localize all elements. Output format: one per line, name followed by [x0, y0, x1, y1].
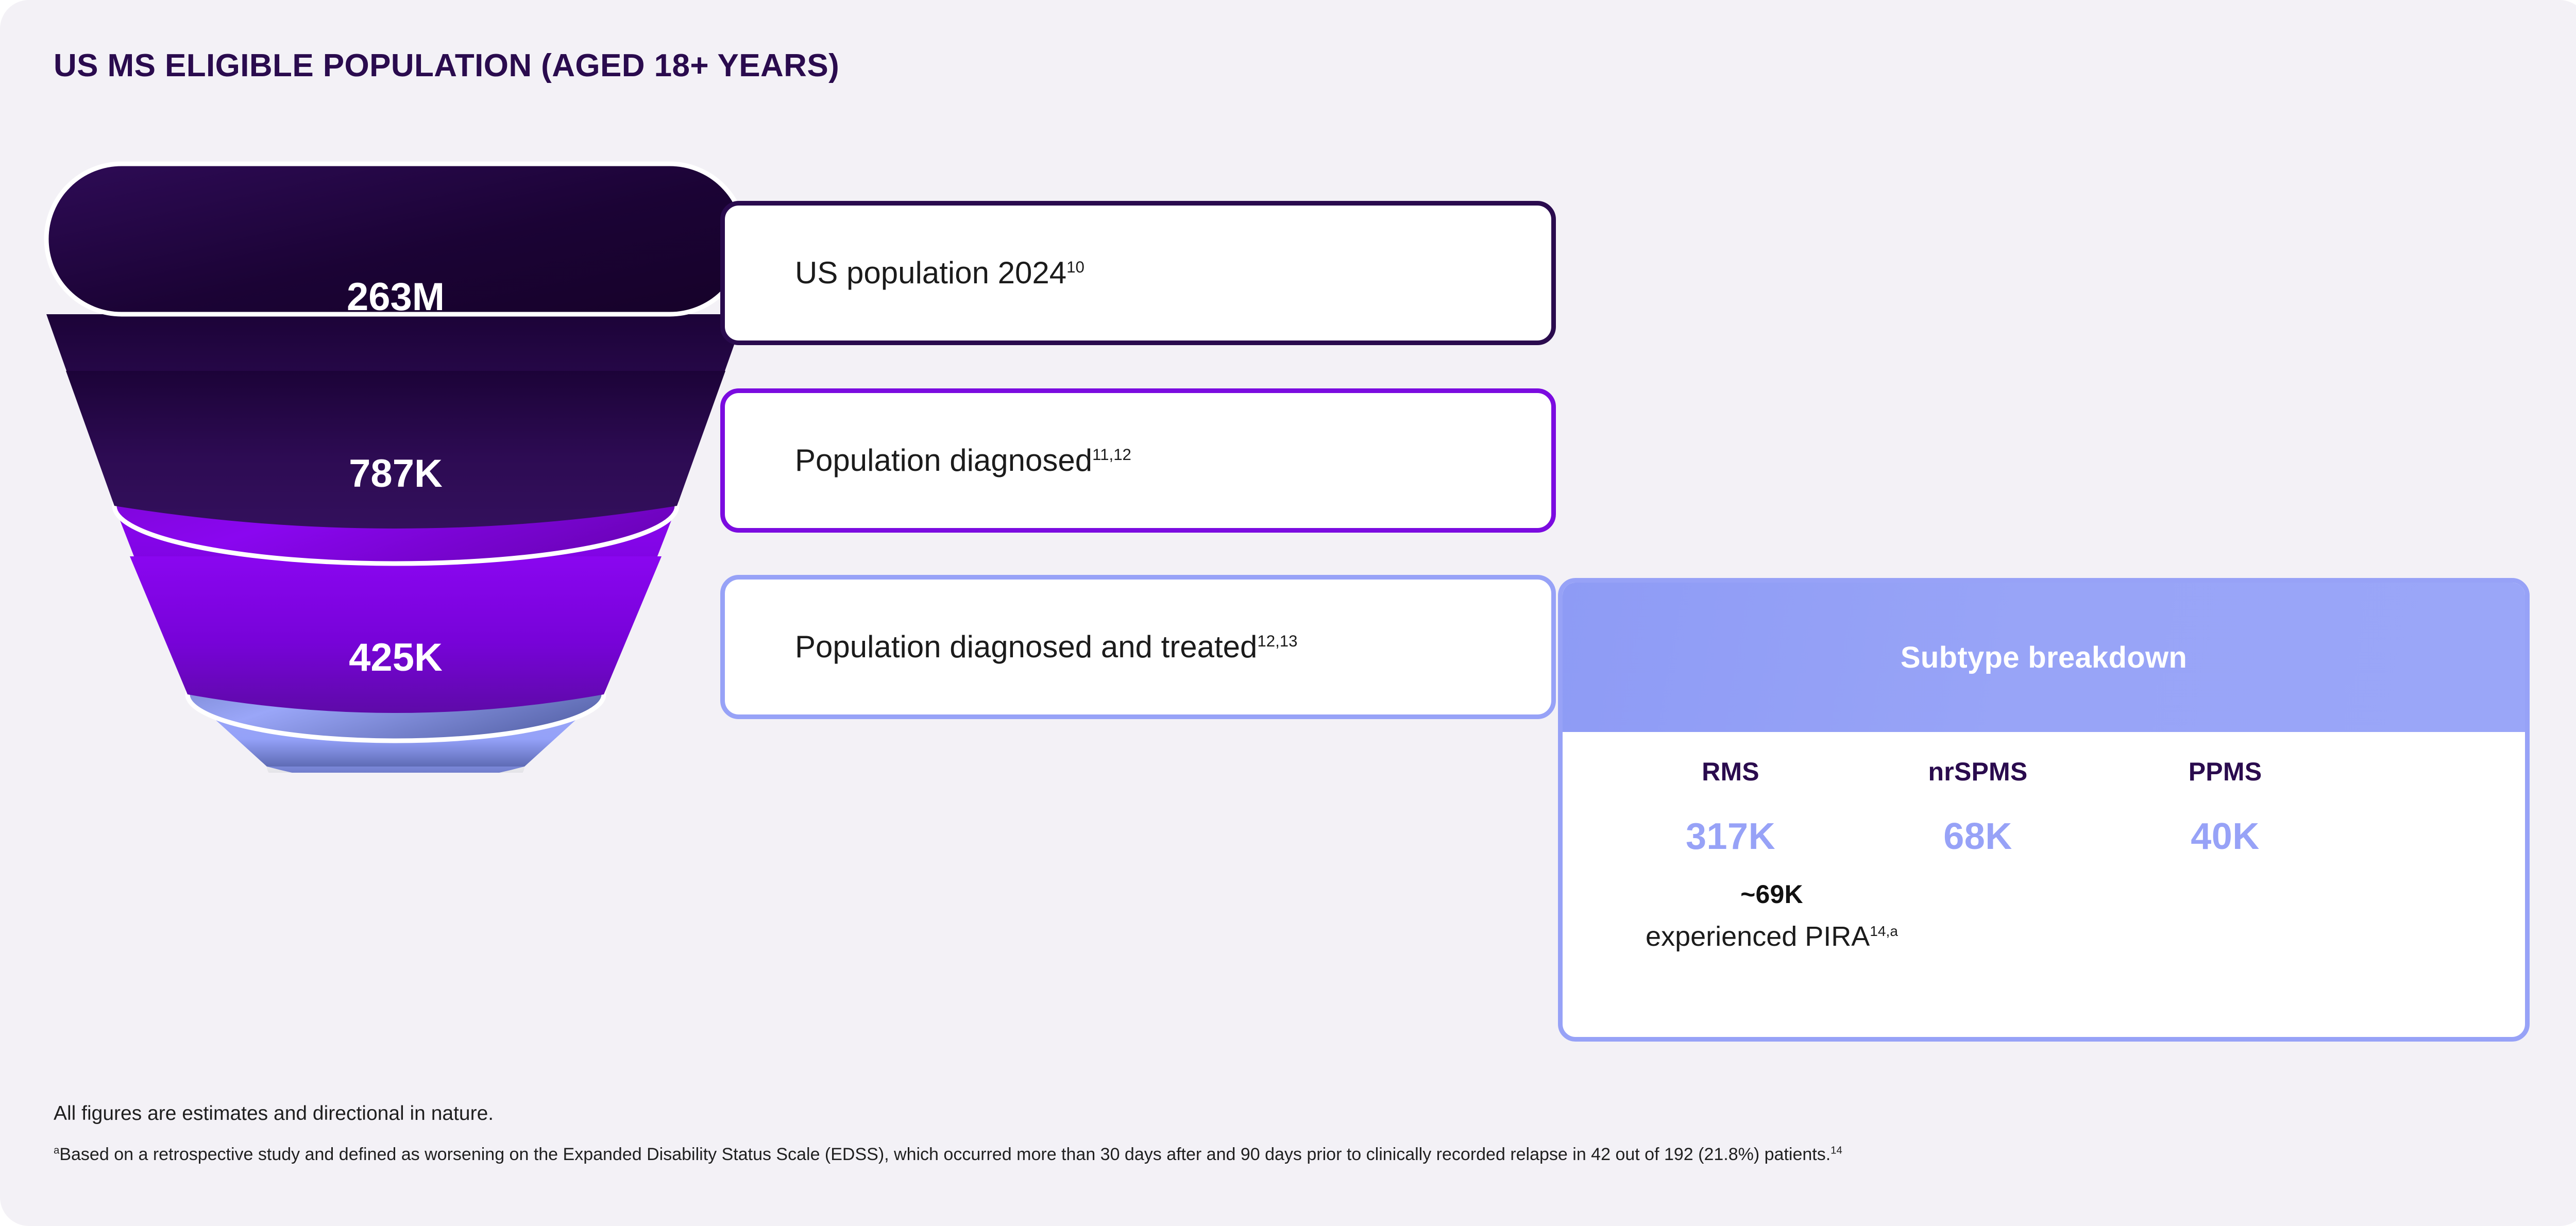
subtype-value-nrspms: 68K: [1943, 816, 2012, 857]
funnel-label-1-text: US population 2024: [795, 256, 1067, 290]
funnel-graphic: 263M 787K 425K: [44, 161, 748, 773]
pira-label: experienced PIRA14,a: [1607, 921, 1937, 952]
footnote-a-text: Based on a retrospective study and defin…: [59, 1145, 1831, 1164]
pira-label-text: experienced PIRA: [1646, 921, 1870, 952]
funnel-tier-2-value: 787K: [349, 452, 443, 496]
footnote-a-superscript: 14: [1831, 1145, 1842, 1156]
subtype-breakdown-body: RMS 317K nrSPMS 68K PPMS 40K ~69K experi…: [1563, 732, 2525, 1037]
funnel-label-3-text: Population diagnosed and treated: [795, 629, 1258, 664]
subtype-name-rms: RMS: [1702, 757, 1759, 786]
pira-block: ~69K experienced PIRA14,a: [1607, 879, 1937, 952]
funnel-tier-1-overlap: [66, 371, 725, 529]
subtype-column-ppms: PPMS 40K: [2102, 757, 2349, 858]
funnel-tier-3-value: 425K: [349, 636, 443, 679]
subtype-value-ppms: 40K: [2191, 816, 2260, 857]
subtype-columns: RMS 317K nrSPMS 68K PPMS 40K: [1607, 732, 2525, 858]
funnel-tier-1-value: 263M: [347, 275, 445, 319]
funnel-label-2-text: Population diagnosed: [795, 443, 1093, 478]
funnel-label-2: Population diagnosed11,12: [795, 444, 1131, 478]
subtype-column-nrspms: nrSPMS 68K: [1854, 757, 2102, 858]
pira-value: ~69K: [1740, 880, 1803, 909]
funnel-label-2-superscript: 11,12: [1092, 446, 1131, 464]
funnel-label-3-superscript: 12,13: [1257, 632, 1298, 650]
subtype-name-ppms: PPMS: [2188, 757, 2262, 786]
footnote-a: aBased on a retrospective study and defi…: [54, 1145, 1842, 1165]
subtype-breakdown-panel: Subtype breakdown RMS 317K nrSPMS 68K PP…: [1558, 578, 2530, 1042]
subtype-value-rms: 317K: [1685, 816, 1776, 857]
subtype-column-rms: RMS 317K: [1607, 757, 1854, 858]
funnel-label-1: US population 202410: [795, 256, 1084, 290]
funnel-label-1-superscript: 10: [1066, 258, 1084, 276]
funnel-tier-2-overlap: [130, 556, 662, 713]
subtype-name-nrspms: nrSPMS: [1928, 757, 2028, 786]
funnel-label-3: Population diagnosed and treated12,13: [795, 630, 1297, 664]
funnel-label-box-3: Population diagnosed and treated12,13: [720, 575, 1556, 719]
page-title: US MS ELIGIBLE POPULATION (AGED 18+ YEAR…: [54, 48, 840, 83]
funnel-label-box-2: Population diagnosed11,12: [720, 388, 1556, 533]
footnote-general: All figures are estimates and directiona…: [54, 1102, 494, 1125]
funnel-label-box-1: US population 202410: [720, 201, 1556, 345]
subtype-breakdown-header: Subtype breakdown: [1563, 583, 2525, 732]
footnote-a-marker: a: [54, 1145, 60, 1156]
pira-label-superscript: 14,a: [1870, 923, 1898, 939]
